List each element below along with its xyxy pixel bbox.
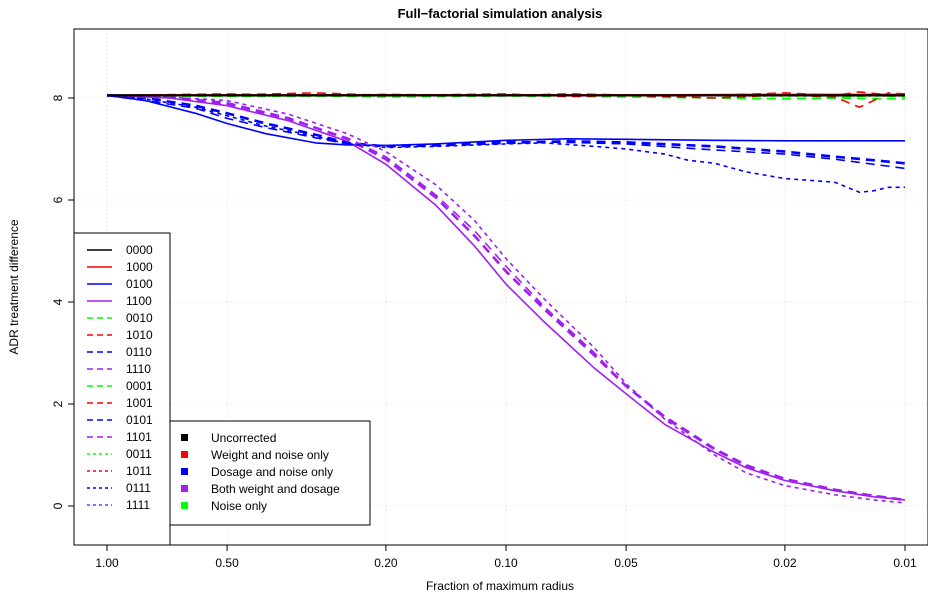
x-axis-label: Fraction of maximum radius — [426, 579, 574, 593]
series-1111 — [106, 94, 906, 504]
series-1010 — [106, 91, 906, 97]
legend-series-label: 1100 — [126, 294, 152, 308]
legend-series-label: 1111 — [126, 498, 150, 512]
series-0111 — [106, 94, 905, 194]
series-1101 — [106, 94, 906, 501]
legend-group-swatch — [181, 502, 188, 509]
legend-group-label: Dosage and noise only — [211, 465, 333, 479]
legend-series-label: 0110 — [126, 345, 152, 359]
legend-series-label: 1010 — [126, 328, 153, 342]
series-0101 — [106, 94, 906, 170]
legend-series-label: 0101 — [126, 413, 153, 427]
x-tick-label: 1.00 — [95, 556, 119, 570]
legend-group-label: Noise only — [211, 499, 267, 513]
legend-series-label: 1000 — [126, 260, 153, 274]
y-tick-label: 4 — [51, 298, 65, 305]
y-axis-label: ADR treatment difference — [7, 219, 21, 355]
legend-series-label: 1011 — [126, 464, 152, 478]
legend-group-swatch — [181, 451, 188, 458]
legend-series-label: 0111 — [126, 481, 151, 495]
x-tick-label: 0.20 — [374, 556, 398, 570]
legend-group-label: Both weight and dosage — [211, 482, 340, 496]
series-0100 — [106, 94, 905, 147]
x-tick-label: 0.10 — [494, 556, 518, 570]
legend-series-label: 0010 — [126, 311, 153, 325]
legend-group-label: Uncorrected — [211, 431, 276, 445]
legend-series-box — [73, 232, 171, 546]
legend-series-label: 0100 — [126, 277, 153, 291]
legend-series-label: 1110 — [126, 362, 151, 376]
x-axis: 1.00 0.50 0.20 0.10 0.05 0.02 0.01 — [95, 544, 917, 570]
series-1001 — [106, 92, 906, 108]
legend-series-label: 0000 — [126, 243, 153, 257]
chart-title: Full−factorial simulation analysis — [398, 6, 603, 21]
legend-groups: Uncorrected Weight and noise only Dosage a… — [169, 420, 371, 526]
legend-series-label: 0001 — [126, 379, 153, 393]
legend-groups-box — [169, 420, 371, 526]
series-layer — [106, 91, 906, 504]
y-tick-label: 8 — [51, 94, 65, 101]
x-tick-label: 0.05 — [614, 556, 638, 570]
x-tick-label: 0.01 — [893, 556, 917, 570]
legend-group-label: Weight and noise only — [211, 448, 329, 462]
legend-series: 0000 1000 0100 1100 0010 1010 0110 1110 0001 1001… — [73, 232, 171, 546]
series-1100 — [106, 94, 906, 501]
y-tick-label: 0 — [51, 502, 65, 509]
legend-series-label: 1101 — [126, 430, 152, 444]
y-tick-label: 6 — [51, 196, 65, 203]
x-tick-label: 0.50 — [215, 556, 239, 570]
y-tick-label: 2 — [51, 400, 65, 407]
series-1110 — [106, 94, 906, 502]
legend-series-label: 0011 — [126, 447, 152, 461]
legend-group-swatch — [181, 485, 188, 492]
legend-group-swatch — [181, 434, 188, 441]
x-tick-label: 0.02 — [773, 556, 797, 570]
legend-group-swatch — [181, 468, 188, 475]
legend-series-label: 1001 — [126, 396, 153, 410]
